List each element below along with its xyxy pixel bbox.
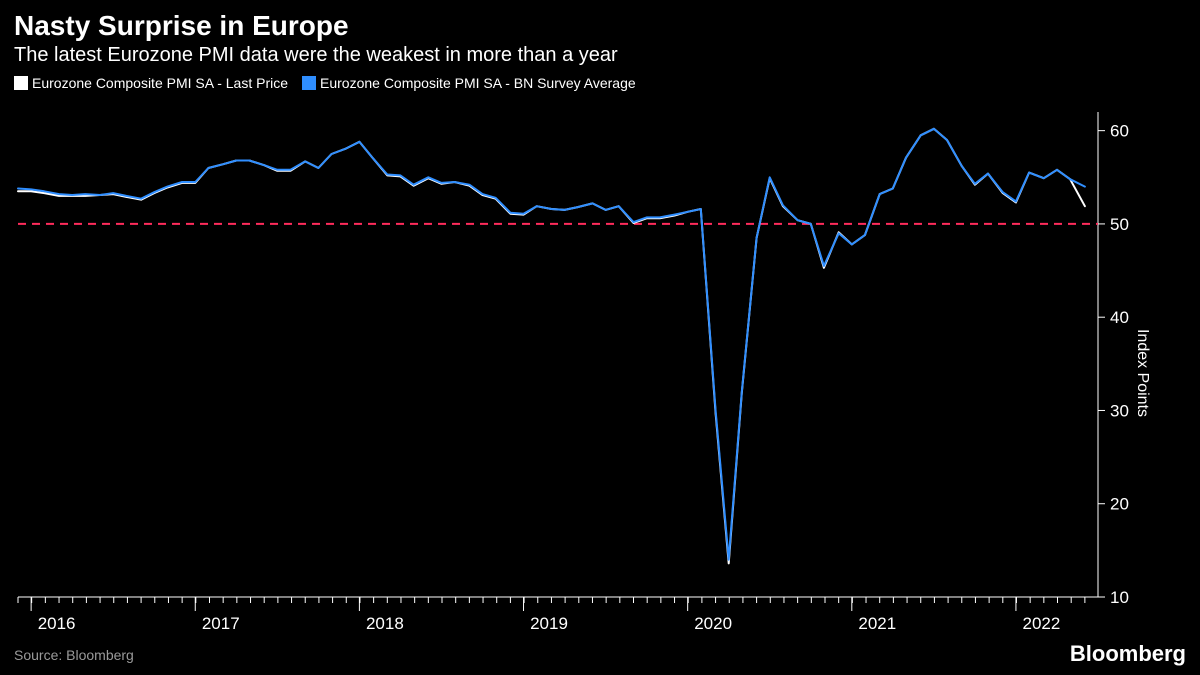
svg-text:40: 40 [1110, 308, 1129, 327]
legend-item-last-price: Eurozone Composite PMI SA - Last Price [14, 75, 288, 91]
svg-text:2021: 2021 [858, 614, 896, 633]
legend-swatch-icon [302, 76, 316, 90]
legend-label: Eurozone Composite PMI SA - BN Survey Av… [320, 75, 636, 91]
source-attribution: Source: Bloomberg [14, 647, 134, 663]
svg-text:60: 60 [1110, 122, 1129, 141]
chart-legend: Eurozone Composite PMI SA - Last Price E… [0, 73, 1200, 97]
y-axis-label: Index Points [1133, 328, 1151, 416]
svg-text:2022: 2022 [1022, 614, 1060, 633]
bloomberg-brand: Bloomberg [1070, 641, 1186, 667]
svg-text:50: 50 [1110, 215, 1129, 234]
svg-text:2019: 2019 [530, 614, 568, 633]
svg-text:10: 10 [1110, 588, 1129, 607]
legend-swatch-icon [14, 76, 28, 90]
legend-item-survey-avg: Eurozone Composite PMI SA - BN Survey Av… [302, 75, 636, 91]
svg-text:2020: 2020 [694, 614, 732, 633]
chart-subtitle: The latest Eurozone PMI data were the we… [0, 44, 1200, 73]
svg-text:20: 20 [1110, 495, 1129, 514]
line-chart-svg: 10 20 30 40 50 60 2016 2017 2018 2019 2020 2021 2022 [14, 108, 1186, 637]
svg-text:2018: 2018 [366, 614, 404, 633]
legend-label: Eurozone Composite PMI SA - Last Price [32, 75, 288, 91]
chart-area: 10 20 30 40 50 60 2016 2017 2018 2019 2020 2021 2022… [14, 108, 1186, 637]
svg-text:2017: 2017 [202, 614, 240, 633]
svg-text:2016: 2016 [38, 614, 76, 633]
chart-title: Nasty Surprise in Europe [0, 0, 1200, 44]
svg-text:30: 30 [1110, 401, 1129, 420]
